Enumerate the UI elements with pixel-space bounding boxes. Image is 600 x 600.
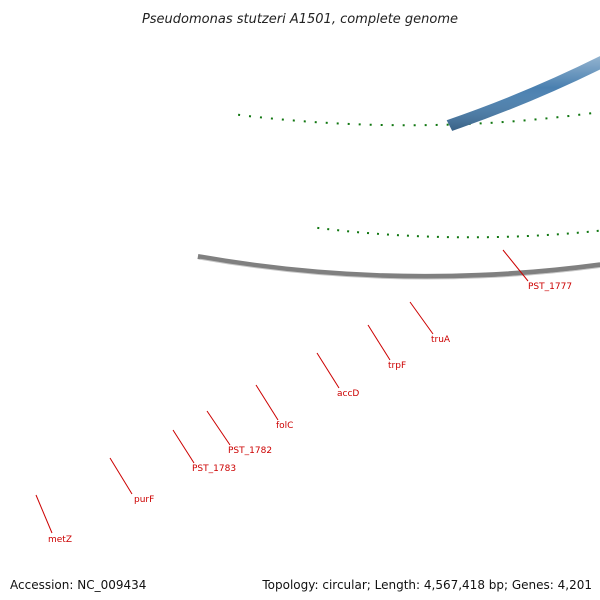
label-leader [35,494,53,534]
label-leader [109,457,133,495]
gene-label: PST_1783 [192,464,236,474]
genome-backbone [197,254,600,279]
genome-backbone-inner [200,258,600,280]
label-leader [255,384,279,421]
gene-label: truA [431,335,451,345]
accession-text: Accession: NC_009434 [10,578,147,592]
map-layer: 1914 kbp1915 kbp1916 kbp1917 kbp1918 kbp… [35,56,600,545]
label-leader [367,324,391,361]
topology-text: Topology: circular; Length: 4,567,418 bp… [262,578,592,592]
gene-label: trpF [388,361,406,371]
gene-label: metZ [48,535,72,545]
label-leader [206,410,231,446]
gene-label: purF [134,495,154,505]
reverse-gene-shade-1 [446,56,600,131]
label-leader [502,249,529,282]
label-leader [316,352,340,389]
label-leader [172,429,195,464]
map-title: Pseudomonas stutzeri A1501, complete gen… [142,12,458,27]
gene-label: folC [276,421,293,431]
gene-label: accD [337,389,359,399]
gene-label: PST_1782 [228,446,272,456]
gene-label: PST_1777 [528,282,572,292]
label-leader [409,301,434,335]
